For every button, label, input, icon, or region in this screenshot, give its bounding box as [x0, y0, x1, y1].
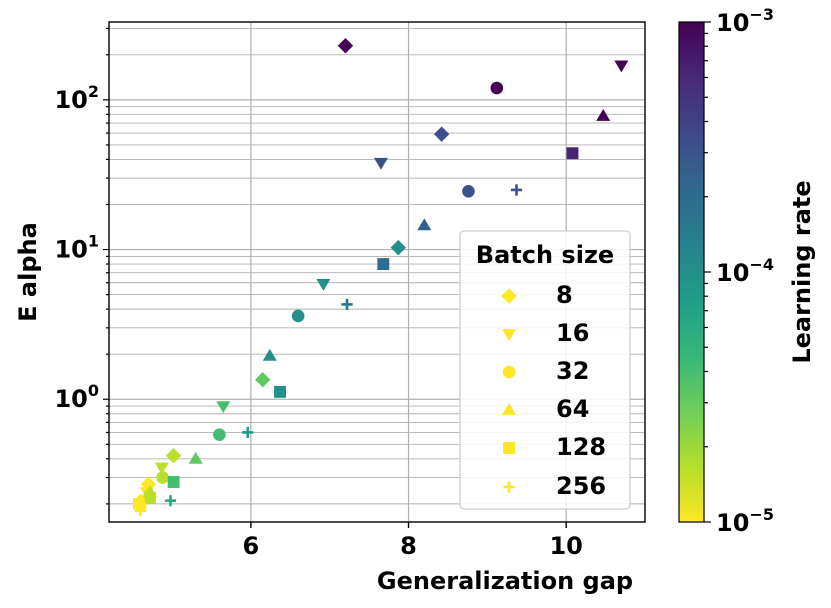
point-batch-16	[154, 462, 169, 475]
colorbar-bar	[678, 21, 705, 523]
point-batch-32	[156, 471, 169, 484]
legend-markers	[501, 288, 517, 493]
axis-ticks	[103, 27, 567, 528]
x-tick-label-6: 6	[243, 532, 260, 560]
legend-label-8: 8	[556, 281, 573, 309]
point-batch-128	[274, 385, 286, 398]
point-batch-8	[390, 239, 406, 256]
point-batch-16	[316, 278, 331, 291]
point-batch-256	[164, 495, 177, 507]
legend-marker-128	[503, 442, 515, 454]
legend-label-64: 64	[556, 395, 589, 423]
point-batch-128	[377, 258, 390, 271]
colorbar-ticks	[704, 21, 711, 523]
legend-label-32: 32	[556, 357, 589, 385]
point-batch-8	[165, 447, 182, 464]
point-batch-64	[417, 218, 432, 231]
y-tick-label-1e0: 100	[54, 381, 99, 413]
colorbar-tick-label-1e-5: 10−5	[716, 505, 774, 537]
point-batch-16	[373, 157, 388, 170]
point-batch-256	[510, 184, 523, 196]
legend-marker-32	[502, 365, 516, 379]
y-tick-label-1e1: 101	[54, 232, 99, 264]
y-tick-label-1e2: 102	[54, 82, 99, 114]
point-batch-32	[490, 81, 504, 95]
point-batch-16	[216, 401, 231, 414]
colorbar-tick-label-1e-3: 10−3	[716, 5, 774, 37]
legend-marker-256	[503, 481, 515, 493]
point-batch-32	[291, 309, 305, 323]
point-batch-8	[433, 126, 450, 142]
x-tick-label-8: 8	[400, 532, 417, 560]
x-tick-label-10: 10	[549, 532, 582, 560]
legend-label-256: 256	[556, 472, 606, 500]
point-batch-8	[255, 372, 271, 388]
colorbar-tick-label-1e-4: 10−4	[716, 255, 774, 287]
data-points	[133, 37, 629, 517]
legend-marker-64	[502, 403, 516, 415]
y-axis-label: E alpha	[14, 222, 42, 322]
point-batch-16	[614, 60, 629, 73]
point-batch-32	[213, 428, 226, 441]
point-batch-128	[566, 147, 579, 160]
point-batch-256	[134, 505, 147, 517]
point-batch-256	[242, 426, 254, 439]
legend-box	[459, 230, 631, 510]
plot-frame	[108, 21, 646, 523]
colorbar: 10−3 10−4 10−5 Learning rate	[678, 5, 816, 537]
x-axis-label: Generalization gap	[377, 567, 633, 595]
colorbar-label: Learning rate	[788, 180, 816, 363]
legend-label-16: 16	[556, 319, 589, 347]
point-batch-256	[341, 298, 353, 311]
legend-title: Batch size	[476, 241, 614, 269]
point-batch-64	[188, 451, 203, 464]
point-batch-8	[337, 37, 354, 54]
point-batch-64	[596, 108, 611, 121]
legend-marker-16	[502, 329, 516, 341]
point-batch-128	[167, 476, 180, 488]
legend-label-128: 128	[556, 433, 606, 461]
point-batch-128	[144, 491, 156, 504]
legend-marker-8	[501, 288, 517, 304]
point-batch-32	[462, 184, 475, 198]
point-batch-128	[133, 497, 145, 510]
legend: Batch size 8 16 32 64 128 256	[459, 230, 631, 510]
point-batch-64	[262, 348, 277, 361]
